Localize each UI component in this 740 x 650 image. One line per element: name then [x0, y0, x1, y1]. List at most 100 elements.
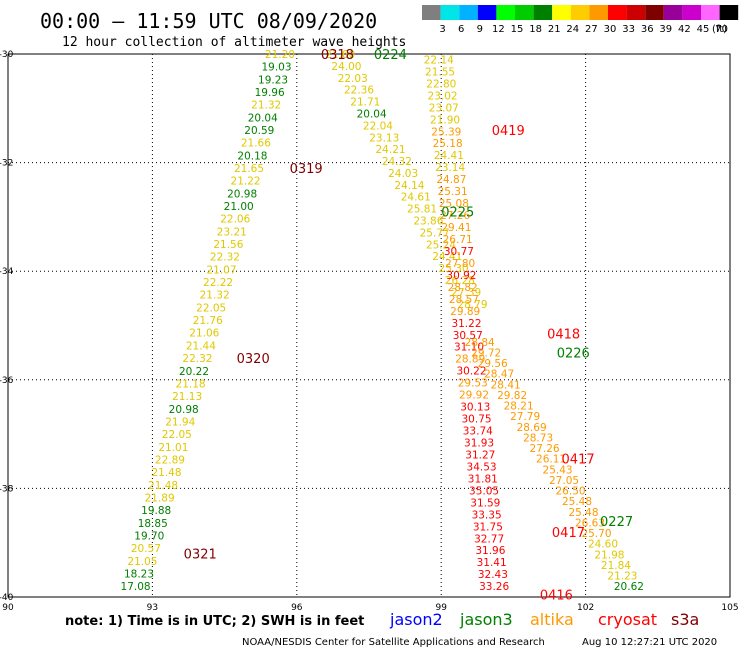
- pass-time-label: 0224: [374, 48, 407, 63]
- pass-time-label: 0226: [557, 347, 590, 362]
- swh-value-label: 21.00: [224, 201, 254, 213]
- swh-value-label: 33.74: [463, 426, 493, 438]
- swh-value-label: 28.89: [455, 354, 485, 366]
- swh-value-label: 25.77: [420, 227, 450, 239]
- swh-value-label: 31.27: [465, 449, 495, 461]
- colorbar-tick-label: 15: [511, 24, 524, 35]
- swh-value-label: 21.56: [213, 239, 243, 251]
- swh-value-label: 31.75: [473, 521, 503, 533]
- swh-value-label: 21.98: [594, 549, 624, 561]
- swh-value-label: 21.22: [231, 176, 261, 188]
- pass-time-label: 0225: [441, 205, 474, 220]
- swh-value-label: 26.11: [536, 454, 566, 466]
- swh-value-label: 25.81: [407, 204, 437, 216]
- swh-value-label: 22.36: [344, 85, 374, 97]
- plot-area: -30-32-34-36-38-40 90 93 96 99 102 105 21.201…: [0, 48, 739, 613]
- pass-time-label: 0320: [237, 352, 270, 367]
- swh-value-label: 19.88: [141, 505, 171, 517]
- swh-value-label: 27.26: [440, 210, 470, 222]
- swh-value-label: 18.23: [124, 568, 154, 580]
- swh-value-label: 27.26: [530, 443, 560, 455]
- swh-value-label: 28.82: [448, 282, 478, 294]
- colorbar-tick-label: 24: [566, 24, 579, 35]
- swh-value-label: 29.82: [497, 390, 527, 402]
- swh-value-label: 23.21: [217, 226, 247, 238]
- colorbar-swatch: [533, 5, 553, 20]
- x-tick-label: 99: [435, 603, 447, 613]
- satellite-track: 28.8429.7229.5628.4728.4129.8228.2127.79…: [465, 337, 644, 593]
- pass-time-label: 0319: [290, 162, 323, 177]
- swh-value-label: 26.28: [445, 275, 475, 287]
- legend-entry-cryosat: cryosat: [598, 610, 657, 629]
- swh-value-label: 20.57: [131, 543, 161, 555]
- swh-value-label: 21.55: [425, 66, 455, 78]
- swh-value-label: 21.06: [189, 328, 219, 340]
- swh-value-label: 23.14: [435, 162, 465, 174]
- swh-value-label: 28.57: [449, 294, 479, 306]
- page-subtitle: 12 hour collection of altimeter wave hei…: [62, 35, 406, 50]
- colorbar-tick-label: 12: [492, 24, 505, 35]
- swh-value-label: 31.59: [470, 497, 500, 509]
- colorbar-tick-label: 6: [458, 24, 464, 35]
- swh-value-label: 25.48: [562, 496, 592, 508]
- swh-value-label: 22.89: [155, 454, 185, 466]
- colorbar-swatch: [701, 5, 720, 20]
- swh-value-label: 24.21: [376, 144, 406, 156]
- swh-value-label: 28.21: [504, 401, 534, 413]
- swh-value-label: 22.06: [220, 214, 250, 226]
- swh-value-label: 31.93: [464, 437, 494, 449]
- swh-value-label: 21.20: [265, 49, 295, 61]
- swh-value-label: 23.86: [413, 216, 443, 228]
- colorbar-swatch: [682, 5, 701, 20]
- pass-time-labels: 0318 0224 0319 0320 0321 0419 0225 0418 0226 0417…: [184, 48, 633, 603]
- swh-value-label: 23.02: [428, 90, 458, 102]
- swh-value-label: 22.32: [182, 353, 212, 365]
- footer-credit: NOAA/NESDIS Center for Satellite Applica…: [242, 637, 545, 648]
- wave-height-colorbar: 3 6 9 12 15 18 21 24 27 30 33 36 39 42 45 70: [422, 5, 739, 35]
- swh-value-label: 21.07: [206, 264, 236, 276]
- swh-value-label: 29.41: [441, 222, 471, 234]
- swh-value-label: 21.71: [350, 97, 380, 109]
- swh-value-label: 24.14: [394, 180, 424, 192]
- y-axis-ticks: -30 -32 -34 -36 -38 -40: [0, 50, 14, 603]
- pass-time-label: 0419: [492, 124, 525, 139]
- swh-value-label: 18.85: [138, 518, 168, 530]
- colorbar-swatch: [663, 5, 683, 20]
- swh-value-label: 20.98: [227, 188, 257, 200]
- swh-value-label: 21.23: [607, 571, 637, 583]
- swh-value-label: 28.79: [457, 299, 487, 311]
- swh-value-label: 25.43: [543, 464, 573, 476]
- swh-value-label: 22.05: [196, 302, 226, 314]
- swh-value-label: 25.39: [431, 126, 461, 138]
- colorbar-tick-label: 27: [585, 24, 598, 35]
- x-tick-label: 90: [2, 603, 14, 613]
- swh-value-label: 21.76: [193, 315, 223, 327]
- swh-value-label: 27.79: [510, 411, 540, 423]
- swh-value-label: 21.84: [601, 560, 631, 572]
- colorbar-tick-label: 45: [697, 24, 710, 35]
- colorbar-swatch: [626, 5, 646, 20]
- swh-value-label: 24.41: [434, 150, 464, 162]
- swh-value-label: 33.35: [472, 509, 502, 521]
- swh-value-label: 33.26: [479, 581, 509, 593]
- swh-value-label: 21.90: [430, 114, 460, 126]
- swh-value-label: 24.00: [331, 61, 361, 73]
- swh-value-label: 21.48: [148, 480, 178, 492]
- pass-time-label: 0416: [540, 588, 573, 603]
- swh-value-label: 26.50: [556, 486, 586, 498]
- swh-value-label: 19.96: [255, 87, 285, 99]
- swh-value-label: 31.81: [468, 473, 498, 485]
- pass-time-label: 0227: [600, 515, 633, 530]
- swh-value-label: 20.59: [244, 125, 274, 137]
- swh-value-label: 21.94: [165, 416, 195, 428]
- swh-value-label: 24.32: [382, 156, 412, 168]
- y-tick-label: -38: [0, 484, 14, 494]
- colorbar-tick-label: 70: [715, 24, 728, 35]
- colorbar-tick-label: 39: [659, 24, 672, 35]
- swh-value-label: 24.03: [388, 168, 418, 180]
- colorbar-tick-label: 30: [604, 24, 617, 35]
- y-tick-label: -40: [0, 593, 14, 603]
- swh-value-label: 21.89: [145, 492, 175, 504]
- swh-value-label: 30.75: [462, 414, 492, 426]
